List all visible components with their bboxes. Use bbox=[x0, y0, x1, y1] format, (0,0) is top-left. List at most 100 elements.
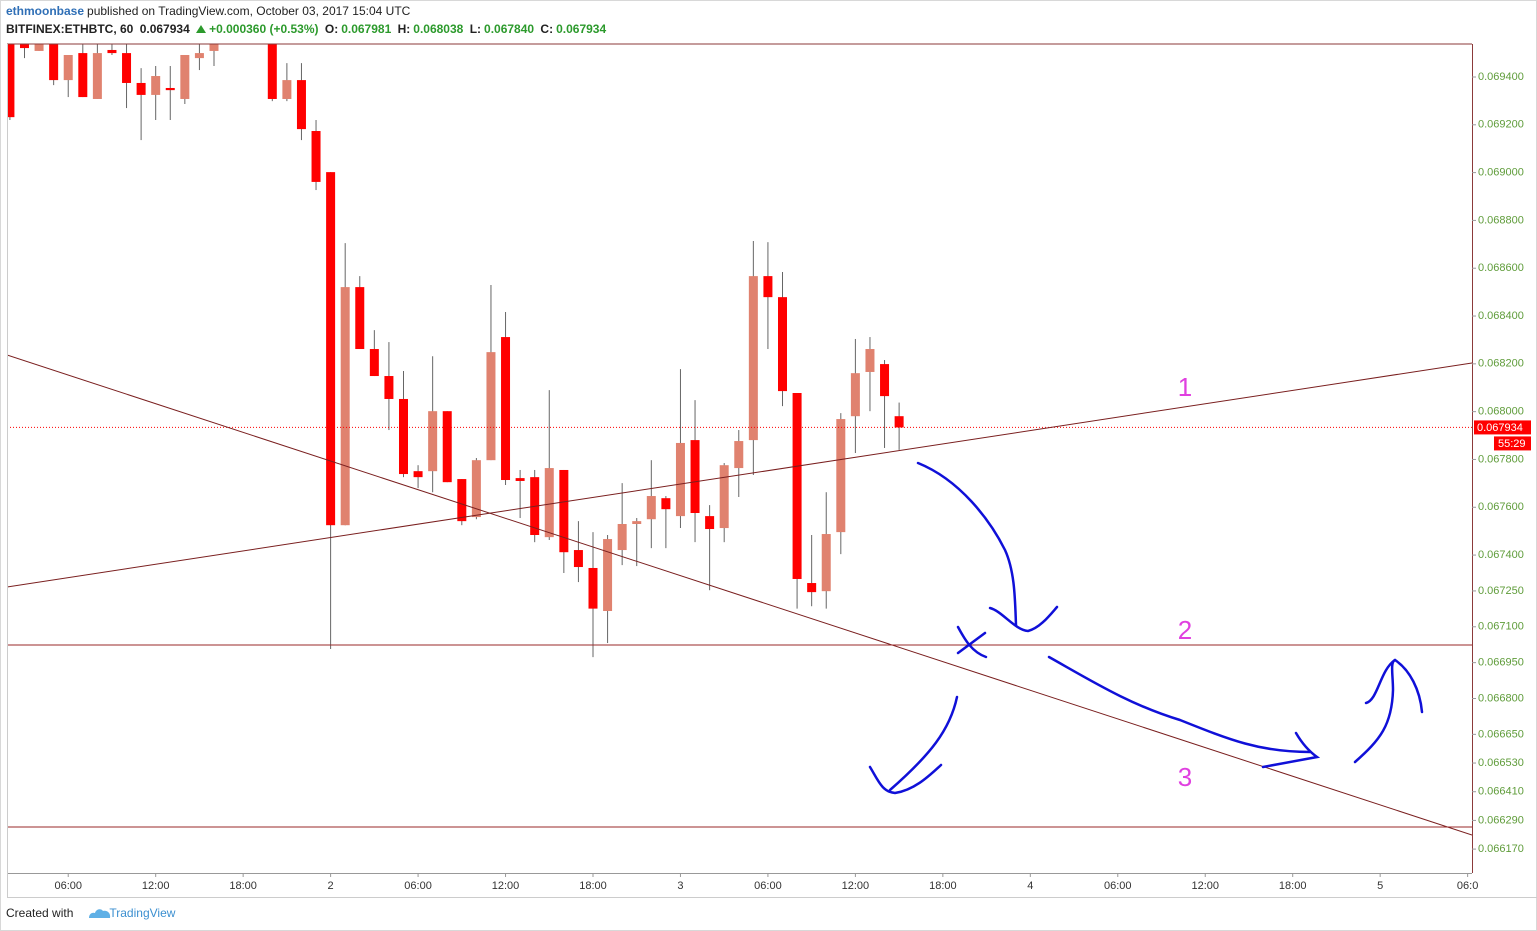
candle-body bbox=[850, 373, 860, 417]
y-tick-label: 0.068000 bbox=[1478, 406, 1524, 418]
candle-body bbox=[194, 53, 204, 59]
candle-body bbox=[661, 498, 671, 510]
stroke bbox=[868, 763, 943, 795]
y-tick-label: 0.068600 bbox=[1478, 262, 1524, 274]
up-arrow bbox=[196, 25, 207, 33]
candle-body bbox=[705, 516, 715, 530]
x-tick-label: 12:00 bbox=[142, 880, 170, 892]
candle-body bbox=[501, 337, 511, 481]
candle-body bbox=[515, 478, 525, 481]
candle-body bbox=[821, 534, 831, 592]
y-tick-label: 0.067800 bbox=[1478, 453, 1524, 465]
stroke bbox=[1353, 658, 1397, 764]
trend-line bbox=[7, 362, 1472, 588]
candle-body bbox=[690, 440, 700, 514]
stroke bbox=[988, 605, 1059, 633]
x-tick-label: 06:00 bbox=[54, 880, 82, 892]
change: +0.000360 (+0.53%) bbox=[209, 22, 319, 36]
candle-body bbox=[442, 411, 452, 483]
ohlc-key: O: bbox=[324, 22, 339, 36]
candle-body bbox=[63, 54, 73, 81]
x-tick-label: 18:00 bbox=[229, 880, 257, 892]
stroke bbox=[1261, 731, 1321, 769]
tv-logo bbox=[89, 909, 111, 918]
candle-body bbox=[603, 539, 613, 612]
brand[interactable]: TradingView bbox=[109, 906, 176, 920]
candle-body bbox=[165, 87, 175, 91]
candle-body bbox=[719, 465, 729, 529]
stroke bbox=[1047, 655, 1312, 754]
symbol: BITFINEX:ETHBTC, 60 bbox=[6, 22, 134, 36]
x-tick-label: 06:0 bbox=[1457, 880, 1478, 892]
y-tick-label: 0.067600 bbox=[1478, 501, 1524, 513]
last-price: 0.067934 bbox=[139, 22, 190, 36]
candle-body bbox=[632, 521, 642, 524]
created-with: Created with bbox=[6, 906, 74, 920]
x-tick-label: 4 bbox=[1027, 880, 1033, 892]
published: published on TradingView.com, October 03… bbox=[87, 4, 411, 18]
candle-body bbox=[326, 172, 336, 526]
candle-body bbox=[428, 411, 438, 472]
candle-body bbox=[894, 416, 904, 428]
countdown-tag bbox=[1494, 436, 1531, 451]
candle-body bbox=[865, 349, 875, 372]
ohlc-key: C: bbox=[540, 22, 554, 36]
candle-body bbox=[282, 80, 292, 99]
candle-body bbox=[355, 287, 365, 350]
ohlc-value: 0.067981 bbox=[341, 22, 392, 36]
author[interactable]: ethmoonbase bbox=[6, 4, 85, 18]
y-tick-label: 0.066290 bbox=[1478, 814, 1524, 826]
candle-body bbox=[311, 131, 321, 182]
hand-drawing bbox=[868, 461, 1424, 795]
candle-body bbox=[151, 76, 161, 95]
stroke bbox=[1364, 658, 1424, 714]
candle-body bbox=[7, 44, 15, 118]
trend-line bbox=[7, 354, 1472, 836]
candle-body bbox=[748, 276, 758, 441]
logo-cloud bbox=[89, 909, 111, 918]
ohlc-value: 0.068038 bbox=[413, 22, 464, 36]
candle-body bbox=[384, 376, 394, 399]
candle-body bbox=[122, 53, 132, 83]
candle-body bbox=[880, 364, 890, 397]
candle-body bbox=[136, 82, 146, 95]
candle-body bbox=[107, 49, 117, 54]
ohlc-key: H: bbox=[397, 22, 411, 36]
candle-body bbox=[588, 567, 598, 609]
candle-body bbox=[792, 393, 802, 579]
y-tick-label: 0.066800 bbox=[1478, 692, 1524, 704]
x-tick-label: 2 bbox=[328, 880, 334, 892]
candle-body bbox=[34, 44, 44, 51]
ohlc-value: 0.067840 bbox=[484, 22, 535, 36]
candle-body bbox=[763, 276, 773, 298]
candle-body bbox=[296, 80, 306, 130]
header-line: ethmoonbase published on TradingView.com,… bbox=[6, 4, 413, 18]
y-tick-label: 0.066530 bbox=[1478, 757, 1524, 769]
y-tick-label: 0.066170 bbox=[1478, 843, 1524, 855]
y-tick-label: 0.066650 bbox=[1478, 728, 1524, 740]
candle-body bbox=[457, 479, 467, 522]
countdown-label: 55:29 bbox=[1498, 438, 1526, 450]
ohlc-key: L: bbox=[469, 22, 482, 36]
candle-body bbox=[734, 441, 744, 469]
candle-body bbox=[573, 550, 583, 568]
candle-body bbox=[807, 583, 817, 593]
y-tick-label: 0.068200 bbox=[1478, 358, 1524, 370]
y-tick-label: 0.067400 bbox=[1478, 549, 1524, 561]
candle-body bbox=[778, 297, 788, 392]
y-tick-label: 0.067100 bbox=[1478, 621, 1524, 633]
y-tick-label: 0.069200 bbox=[1478, 119, 1524, 131]
x-tick-label: 06:00 bbox=[404, 880, 432, 892]
x-tick-label: 5 bbox=[1377, 880, 1383, 892]
ohlc-value: 0.067934 bbox=[556, 22, 607, 36]
candle-body bbox=[486, 352, 496, 461]
candle-body bbox=[413, 471, 423, 478]
candle-body bbox=[646, 496, 656, 520]
candle-body bbox=[49, 44, 59, 81]
candle-body bbox=[340, 287, 350, 526]
footer: Created with TradingView bbox=[6, 906, 175, 920]
y-tick-label: 0.069400 bbox=[1478, 71, 1524, 83]
